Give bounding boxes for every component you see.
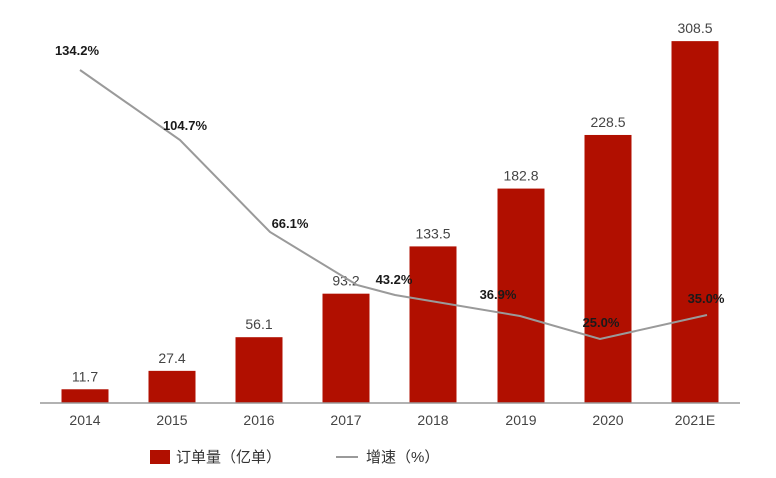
- growth-line: [79, 69, 708, 341]
- x-tick-label: 2014: [69, 412, 100, 428]
- x-tick-label: 2020: [592, 412, 623, 428]
- bar-value-label: 27.4: [158, 350, 185, 366]
- bar-value-label: 56.1: [245, 316, 272, 332]
- bar-value-label: 93.2: [332, 273, 359, 289]
- bar-2017: [322, 293, 370, 403]
- bar-2015: [148, 370, 196, 403]
- legend-line-swatch: [336, 455, 359, 458]
- bar-2019: [497, 188, 545, 403]
- x-tick-label: 2018: [417, 412, 448, 428]
- x-tick-label: 2015: [156, 412, 187, 428]
- growth-value-label: 134.2%: [55, 43, 100, 58]
- bar-2021E: [671, 41, 719, 403]
- legend-orders-label: 订单量（亿单）: [176, 449, 282, 466]
- bar-2018: [409, 246, 457, 403]
- x-axis-ticks: 2014 2015 2016 2017 2018 2019 2020 2021E: [69, 412, 715, 428]
- bar-2016: [235, 337, 283, 403]
- legend-item-growth: 增速（%）: [336, 446, 439, 467]
- bar-value-label: 228.5: [590, 114, 625, 130]
- growth-value-label: 25.0%: [583, 315, 620, 330]
- bar-value-label: 11.7: [72, 368, 98, 384]
- growth-value-label: 104.7%: [163, 118, 208, 133]
- x-tick-label: 2021E: [675, 412, 715, 428]
- x-tick-label: 2019: [505, 412, 536, 428]
- line-labels: 134.2% 104.7% 66.1% 43.2% 36.9% 25.0% 35.0%: [55, 43, 725, 330]
- x-tick-label: 2016: [243, 412, 274, 428]
- legend-item-orders: 订单量（亿单）: [150, 446, 281, 467]
- growth-value-label: 43.2%: [376, 272, 413, 287]
- growth-value-label: 36.9%: [480, 287, 517, 302]
- bar-2020: [584, 134, 632, 404]
- growth-value-label: 35.0%: [688, 291, 725, 306]
- legend-bar-swatch: [150, 449, 170, 464]
- bar-value-label: 133.5: [415, 225, 450, 241]
- bar-value-label: 308.5: [677, 20, 712, 36]
- growth-value-label: 66.1%: [272, 216, 309, 231]
- bar-series: 11.7 27.4 56.1 93.2 133.5 182.8 228.5 308.5: [61, 20, 719, 404]
- legend-growth-label: 增速（%）: [366, 449, 440, 466]
- legend: 订单量（亿单） 增速（%）: [150, 446, 494, 467]
- bar-2014: [61, 389, 109, 403]
- bar-value-label: 182.8: [503, 168, 538, 184]
- x-tick-label: 2017: [330, 412, 361, 428]
